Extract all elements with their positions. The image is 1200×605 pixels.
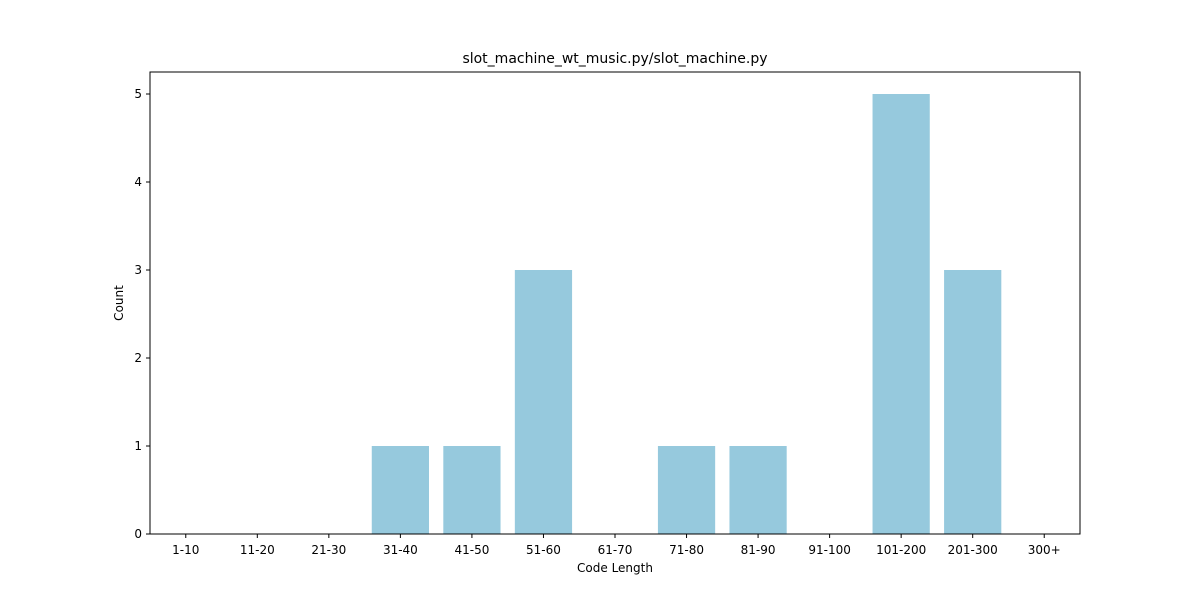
x-tick-label: 1-10 (172, 543, 199, 557)
y-axis-title: Count (112, 285, 126, 321)
plot-area-frame (149, 71, 1081, 535)
x-tick-label: 101-200 (876, 543, 926, 557)
y-tick-label: 1 (134, 439, 142, 453)
x-tick-label: 81-90 (741, 543, 776, 557)
chart-title: slot_machine_wt_music.py/slot_machine.py (462, 51, 767, 67)
x-tick-label: 21-30 (311, 543, 346, 557)
y-tick-label: 5 (134, 87, 142, 101)
bar-101-200 (872, 94, 930, 534)
x-tick-label: 71-80 (669, 543, 704, 557)
x-tick-label: 31-40 (383, 543, 418, 557)
bar-81-90 (729, 446, 787, 534)
y-axis: 0 1 2 3 4 5 (134, 87, 150, 541)
bar-41-50 (443, 446, 501, 534)
x-tick-label: 300+ (1028, 543, 1061, 557)
bars-layer (371, 94, 1002, 534)
y-tick-label: 0 (134, 527, 142, 541)
x-tick-label: 41-50 (454, 543, 489, 557)
x-axis-title: Code Length (577, 561, 653, 575)
x-tick-label: 91-100 (808, 543, 851, 557)
bar-71-80 (657, 446, 716, 534)
y-tick-label: 3 (134, 263, 142, 277)
x-tick-label: 61-70 (598, 543, 633, 557)
bar-51-60 (514, 270, 573, 534)
x-tick-label: 51-60 (526, 543, 561, 557)
bar-31-40 (371, 446, 429, 534)
x-axis: 1-10 11-20 21-30 31-40 41-50 51-60 61-70 71-80 8… (172, 534, 1061, 557)
x-tick-label: 11-20 (240, 543, 275, 557)
y-tick-label: 2 (134, 351, 142, 365)
y-tick-label: 4 (134, 175, 142, 189)
x-tick-label: 201-300 (948, 543, 998, 557)
bar-201-300 (944, 270, 1002, 534)
